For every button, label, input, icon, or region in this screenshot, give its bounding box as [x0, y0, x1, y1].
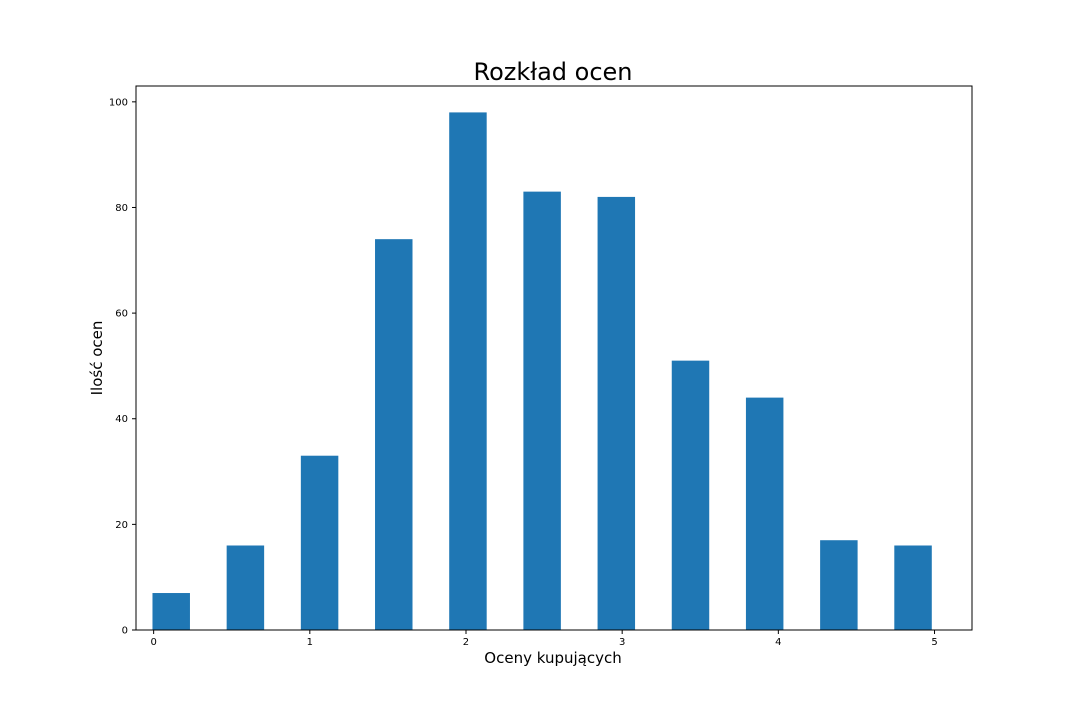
- bar-5: [523, 191, 561, 630]
- plot-frame: [135, 85, 973, 631]
- y-tick-label: 80: [115, 203, 128, 214]
- bar-3: [375, 239, 413, 631]
- bar-9: [820, 540, 858, 630]
- x-axis-title: Oceny kupujących: [484, 649, 621, 667]
- chart-title: Rozkład ocen: [473, 58, 632, 86]
- y-tick-label: 100: [109, 97, 128, 108]
- bar-7: [671, 360, 710, 630]
- bar-1: [226, 545, 265, 630]
- x-tick-label: 3: [619, 637, 625, 648]
- bar-4: [449, 112, 487, 630]
- bar-10: [894, 545, 932, 630]
- bars-group: [152, 112, 932, 631]
- x-tick-label: 4: [775, 637, 781, 648]
- x-tick-label: 5: [931, 637, 937, 648]
- x-tick-label: 0: [150, 637, 156, 648]
- y-tick-label: 60: [115, 309, 128, 320]
- y-tick-label: 0: [122, 626, 128, 637]
- bar-0: [152, 593, 190, 630]
- y-axis-title: Ilość ocen: [88, 321, 106, 396]
- y-tick-label: 20: [115, 520, 128, 531]
- bar-6: [597, 196, 636, 630]
- y-tick-label: 40: [115, 414, 128, 425]
- x-tick-label: 2: [463, 637, 469, 648]
- bar-2: [300, 455, 339, 630]
- x-tick-label: 1: [307, 637, 313, 648]
- x-axis-ticks: 0 1 2 3 4 5: [150, 630, 938, 648]
- y-axis-ticks: 0 20 40 60 80 100: [109, 97, 136, 637]
- bar-8: [745, 397, 784, 630]
